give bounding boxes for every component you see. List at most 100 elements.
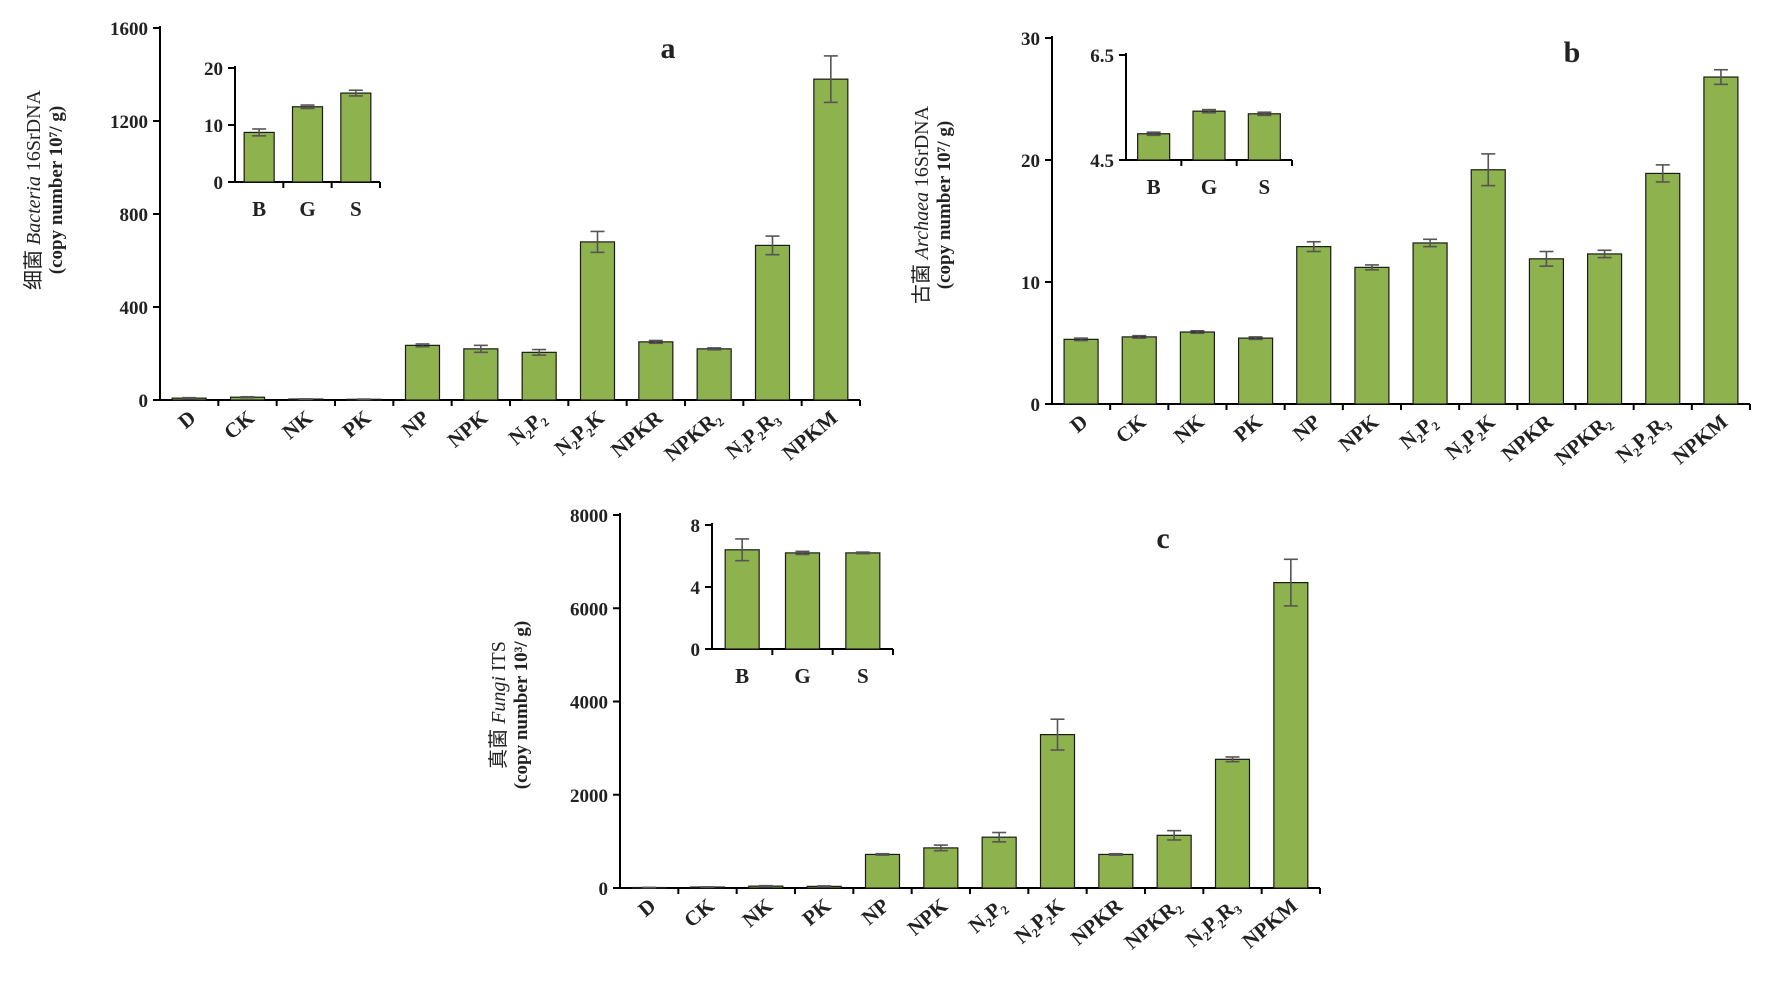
main-bar <box>1237 337 1274 405</box>
main-x-tick-label: NK <box>277 405 317 444</box>
main-x-tick-label: PK <box>1229 409 1267 447</box>
main-bar <box>981 836 1017 889</box>
main-bar <box>813 78 849 401</box>
y-axis-title-species: Fungi <box>488 676 510 725</box>
inset-y-tick-label: 6.5 <box>1090 46 1114 67</box>
inset-x-tick-label: S <box>857 664 869 688</box>
main-bar <box>1528 258 1565 405</box>
y-axis-title: 真菌 Fungi ITS (copy number 10³/ g) <box>487 621 532 789</box>
inset-x-tick-label: G <box>794 664 810 688</box>
inset-bar <box>724 549 760 650</box>
main-bar <box>638 341 674 401</box>
inset-x-tick-label: B <box>1147 175 1161 199</box>
main-y-tick-label: 0 <box>139 391 149 412</box>
main-bar <box>864 853 901 889</box>
main-y-tick-label: 8000 <box>570 506 608 527</box>
main-x-tick-label: NPKR <box>606 405 668 462</box>
chart-b: 0 10 20 30 D CK NK PK NP NPK N₂P₂ N₂P₂KNPKRNPKR₂N₂P… <box>910 29 1751 470</box>
main-x-tick-label: NPK <box>443 405 493 452</box>
inset-bar <box>243 131 275 183</box>
y-axis-title-units: (copy number 10⁷/ g) <box>934 121 955 289</box>
main-x-tick-label: CK <box>219 405 259 444</box>
main-bar <box>1586 253 1623 405</box>
y-axis-title-cn: 真菌 <box>487 724 510 769</box>
main-x-tick-label: PK <box>338 405 376 443</box>
inset-bar <box>1247 113 1281 161</box>
main-x-tick-label: NPK <box>1334 409 1384 456</box>
main-x-tick-label: PK <box>798 893 836 931</box>
inset-bar <box>1137 133 1171 161</box>
inset-bar <box>340 92 372 183</box>
inset-x-tick-label: B <box>252 197 266 221</box>
y-axis-title-species: Archaea <box>911 192 933 261</box>
main-bar <box>1121 336 1157 405</box>
y-axis-title-gene: ITS <box>488 641 510 676</box>
main-bar <box>1645 172 1681 405</box>
inset-y-tick-label: 0 <box>214 173 224 194</box>
main-y-tick-label: 0 <box>1031 395 1041 416</box>
inset-y-tick-label: 0 <box>691 640 701 661</box>
y-axis-title-cn: 古菌 <box>910 259 933 304</box>
main-bar <box>1296 246 1332 405</box>
main-x-tick-label: NPKM <box>1668 409 1733 469</box>
inset-bar <box>1192 110 1226 161</box>
main-x-tick-label: N₂P₂ <box>964 893 1011 937</box>
y-axis-title-species: Bacteria <box>23 176 45 245</box>
main-y-tick-label: 1600 <box>110 19 148 40</box>
main-bar <box>1354 266 1390 405</box>
main-x-tick-label: N₂P₂ <box>1395 409 1442 453</box>
main-x-tick-label: NP <box>857 893 894 929</box>
main-x-tick-label: NK <box>1169 409 1209 448</box>
main-bar <box>1156 834 1192 889</box>
main-bar <box>1273 582 1309 889</box>
y-axis-title-line1: 真菌 Fungi ITS <box>487 641 510 769</box>
panel-label: b <box>1564 36 1581 69</box>
y-axis-title-units: (copy number 10⁷/ g) <box>46 106 67 274</box>
main-y-tick-label: 800 <box>120 205 149 226</box>
main-x-tick-label: N₂P₂K <box>550 405 610 460</box>
inset-x-tick-label: B <box>735 664 749 688</box>
y-axis-title-line1: 古菌 Archaea 16SrDNA <box>910 105 933 304</box>
main-bar <box>1470 169 1506 405</box>
main-x-tick-label: N₂P₂R₃ <box>721 405 784 463</box>
main-y-tick-label: 30 <box>1021 29 1040 50</box>
panel-label: c <box>1156 522 1169 555</box>
inset-y-tick-label: 4.5 <box>1090 151 1114 172</box>
inset-y-tick-label: 10 <box>204 116 223 137</box>
main-x-tick-label: CK <box>679 893 719 932</box>
main-x-tick-label: D <box>173 405 200 433</box>
y-axis-title-gene: 16SrDNA <box>911 105 933 192</box>
main-y-tick-label: 0 <box>599 879 609 900</box>
main-y-tick-label: 2000 <box>570 786 608 807</box>
main-bar <box>1179 331 1216 405</box>
main-x-tick-label: D <box>633 893 660 921</box>
main-x-tick-label: CK <box>1111 409 1151 448</box>
main-x-tick-label: N₂P₂K <box>1440 409 1500 464</box>
y-axis-title-cn: 细菌 <box>22 245 45 290</box>
main-bar <box>404 344 441 401</box>
main-bar <box>579 241 616 401</box>
main-bar <box>1703 76 1739 405</box>
main-bar <box>696 348 732 401</box>
main-y-tick-label: 20 <box>1021 151 1040 172</box>
main-y-tick-label: 4000 <box>570 693 608 714</box>
y-axis-title: 古菌 Archaea 16SrDNA (copy number 10⁷/ g) <box>910 105 955 304</box>
inset-x-tick-label: S <box>350 197 362 221</box>
main-x-tick-label: NP <box>397 405 434 441</box>
main-bar <box>1063 338 1099 405</box>
inset-bar <box>291 106 324 183</box>
main-bar <box>521 351 557 401</box>
main-x-tick-label: N₂P₂K <box>1010 893 1070 948</box>
main-x-tick-label: NK <box>737 893 777 932</box>
inset-x-tick-label: S <box>1258 175 1270 199</box>
y-axis-title: 细菌 Bacteria 16SrDNA (copy number 10⁷/ g) <box>22 89 67 290</box>
inset-bar <box>845 552 881 650</box>
main-x-tick-label: D <box>1065 409 1092 437</box>
inset-y-tick-label: 8 <box>691 516 701 537</box>
main-bar <box>1214 758 1251 889</box>
main-x-tick-label: N₂P₂R₃ <box>1181 893 1244 951</box>
main-y-tick-label: 400 <box>120 298 149 319</box>
